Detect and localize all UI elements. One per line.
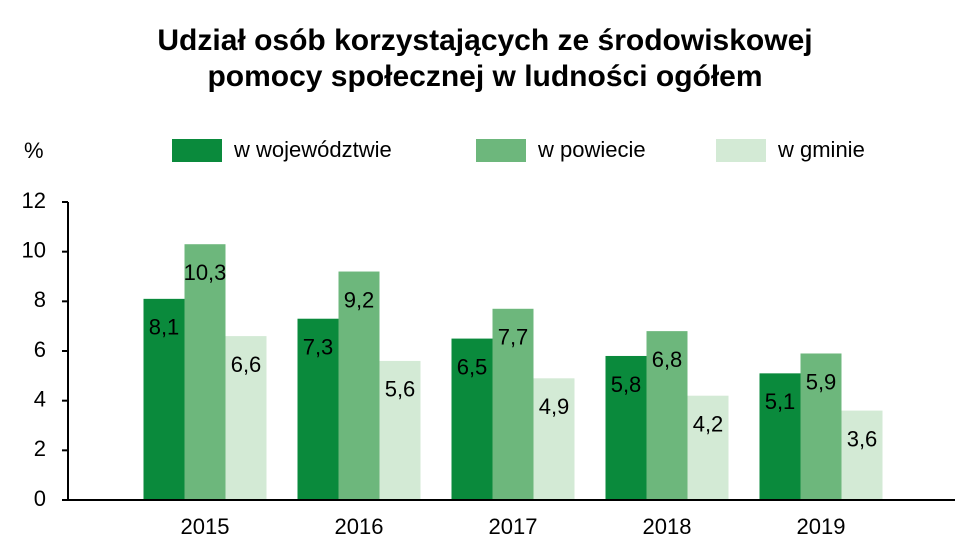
value-label: 5,6 (385, 377, 416, 402)
value-label: 5,8 (611, 372, 642, 397)
value-label: 6,6 (231, 352, 262, 377)
value-label: 4,9 (539, 394, 570, 419)
value-label: 6,5 (457, 354, 488, 379)
x-tick-label: 2017 (489, 514, 538, 539)
value-label: 5,1 (765, 389, 796, 414)
value-label: 5,9 (806, 369, 837, 394)
value-label: 4,2 (693, 412, 724, 437)
legend-label: w województwie (233, 137, 392, 162)
y-tick-label: 2 (34, 436, 46, 461)
legend-label: w powiecie (537, 137, 646, 162)
y-tick-label: 8 (34, 287, 46, 312)
bar (841, 410, 883, 500)
bar (297, 318, 339, 500)
legend-swatch (172, 139, 222, 162)
x-tick-label: 2016 (335, 514, 384, 539)
chart-title: pomocy społecznej w ludności ogółem (207, 60, 762, 93)
bar (800, 353, 842, 500)
bar (379, 360, 421, 500)
value-label: 10,3 (184, 260, 227, 285)
y-tick-label: 6 (34, 337, 46, 362)
legend-label: w gminie (777, 137, 865, 162)
bar (143, 298, 185, 500)
y-tick-label: 10 (22, 237, 46, 262)
legend-swatch (476, 139, 526, 162)
legend-swatch (716, 139, 766, 162)
bar (492, 308, 534, 500)
y-tick-label: 0 (34, 486, 46, 511)
bar (646, 331, 688, 500)
bar (605, 355, 647, 500)
value-label: 9,2 (344, 287, 375, 312)
chart-title: Udział osób korzystających ze środowisko… (157, 24, 812, 57)
y-tick-label: 12 (22, 188, 46, 213)
bar (533, 378, 575, 500)
value-label: 8,1 (149, 315, 180, 340)
bar (687, 395, 729, 500)
y-axis-label: % (24, 138, 44, 163)
bar (759, 373, 801, 500)
x-tick-label: 2015 (181, 514, 230, 539)
value-label: 7,7 (498, 325, 529, 350)
value-label: 6,8 (652, 347, 683, 372)
value-label: 3,6 (847, 426, 878, 451)
bar (338, 271, 380, 500)
x-tick-label: 2019 (797, 514, 846, 539)
x-tick-label: 2018 (643, 514, 692, 539)
bar (451, 338, 493, 500)
value-label: 7,3 (303, 335, 334, 360)
y-tick-label: 4 (34, 386, 46, 411)
bar (225, 336, 267, 500)
bar (184, 244, 226, 500)
